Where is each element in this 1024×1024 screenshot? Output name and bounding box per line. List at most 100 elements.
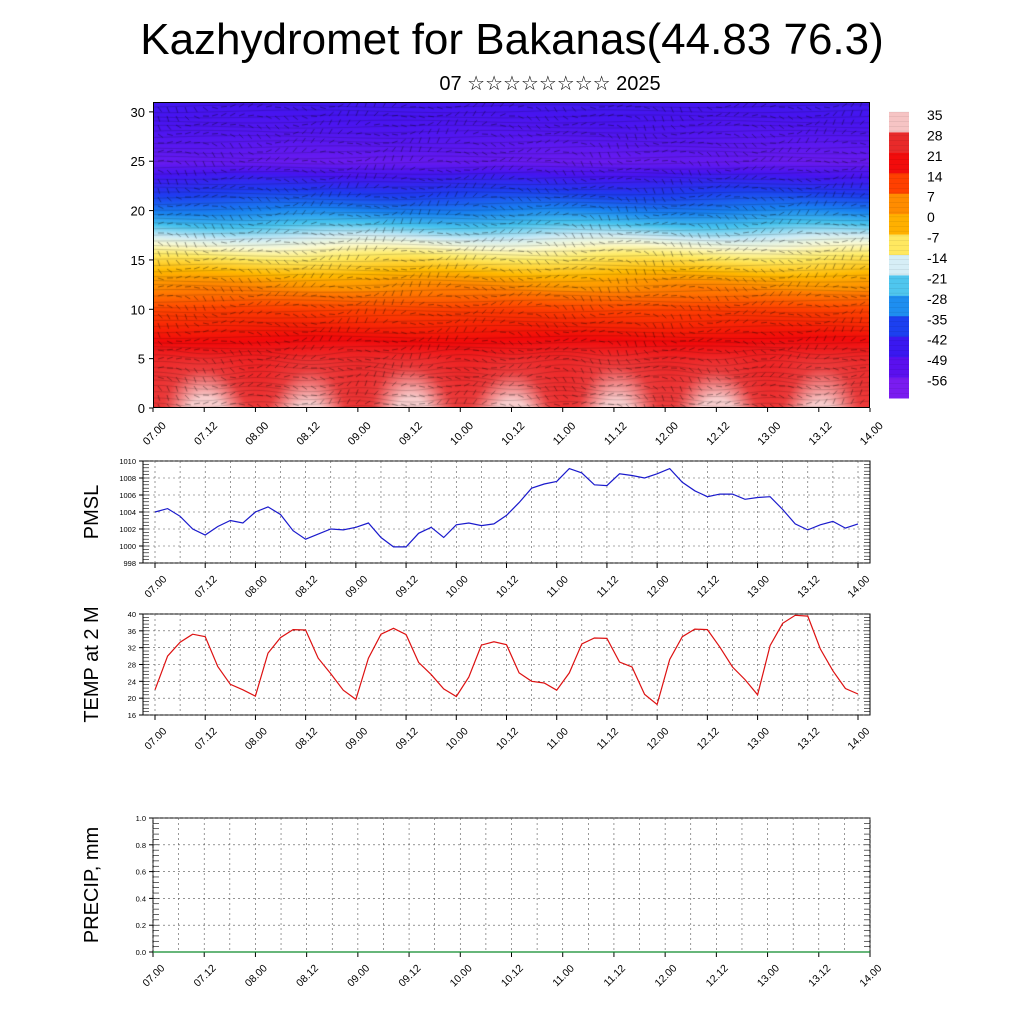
x-tick-label: 09.12 [393,573,420,600]
colorbar-label: -7 [927,230,940,246]
pmsl-ylabel: PMSL [81,485,103,539]
colorbar-label: -14 [927,250,947,266]
x-tick-label: 11.00 [544,726,571,753]
x-tick-label: 08.12 [295,420,323,448]
x-tick-label: 13.00 [745,725,772,752]
colorbar-label: -28 [927,291,947,307]
y-tick-label: 0 [138,401,145,416]
colorbar-swatch [889,377,909,399]
x-tick-label: 09.12 [397,420,425,448]
y-tick-label: 1010 [119,457,136,466]
y-tick-label: 24 [128,677,136,686]
x-tick-label: 07.12 [192,962,219,989]
y-tick-label: 40 [128,610,136,619]
x-tick-label: 13.00 [745,573,772,600]
y-tick-label: 28 [128,661,136,670]
x-tick-label: 11.00 [544,574,571,601]
x-tick-label: 10.00 [448,962,475,989]
colorbar-label: 21 [927,148,943,164]
y-tick-label: 0.8 [136,841,146,850]
y-tick-label: 10 [131,302,145,317]
x-tick-label: 12.00 [653,420,681,448]
colorbar-label: 14 [927,168,943,184]
y-tick-label: 25 [131,154,145,169]
y-tick-label: 16 [128,711,136,720]
x-tick-label: 08.00 [243,962,270,989]
temp2m-ylabel: TEMP at 2 M [81,606,103,722]
colorbar-swatch [889,152,909,174]
x-tick-label: 13.12 [795,725,822,752]
y-tick-label: 20 [128,694,136,703]
x-tick-label: 14.00 [845,725,872,752]
colorbar-label: -42 [927,332,947,348]
colorbar-label: 0 [927,209,935,225]
y-tick-label: 1006 [119,491,136,500]
x-tick-label: 10.00 [444,725,471,752]
y-tick-label: 0.0 [136,948,146,957]
y-tick-label: 1004 [119,508,136,517]
temp2m-panel [139,613,871,720]
colorbar-swatch [889,234,909,256]
x-tick-label: 11.00 [551,420,578,447]
colorbar-label: -21 [927,270,947,286]
x-tick-label: 07.12 [193,725,220,752]
x-tick-label: 10.12 [499,420,527,448]
colorbar-label: 35 [927,107,943,123]
x-tick-label: 12.00 [652,962,679,989]
x-tick-label: 13.00 [755,962,782,989]
colorbar-label: -35 [927,311,947,327]
x-tick-label: 12.12 [704,962,731,989]
chart-subtitle: 07 ☆☆☆☆☆☆☆☆ 2025 [439,73,661,95]
colorbar-swatch [889,132,909,154]
y-tick-label: 0.4 [136,894,146,903]
colorbar-swatch [889,275,909,297]
x-tick-label: 09.00 [343,725,370,752]
x-tick-label: 14.00 [857,962,884,989]
x-tick-label: 11.12 [602,420,629,447]
colorbar-swatch [889,112,909,133]
x-tick-label: 11.12 [602,963,629,990]
x-tick-label: 09.12 [393,725,420,752]
colorbar-swatch [889,214,909,236]
x-tick-label: 14.00 [858,420,886,448]
x-tick-label: 09.00 [343,573,370,600]
x-tick-label: 12.12 [704,420,732,448]
cross-section-panel [153,102,870,408]
x-tick-label: 09.12 [396,962,423,989]
pmsl-series-line [154,467,859,548]
x-tick-label: 10.12 [494,573,521,600]
colorbar-label: 28 [927,127,943,143]
y-tick-label: 36 [128,627,136,636]
x-tick-label: 07.12 [192,420,220,448]
x-tick-label: 13.12 [795,573,822,600]
x-tick-label: 10.12 [494,725,521,752]
chart-title: Kazhydromet for Bakanas(44.83 76.3) [140,15,884,64]
x-tick-label: 11.00 [550,963,577,990]
cross-section-field [154,103,869,407]
x-tick-label: 10.00 [448,420,476,448]
y-tick-label: 20 [131,204,145,219]
x-tick-label: 08.12 [293,573,320,600]
colorbar-label: -49 [927,352,947,368]
y-tick-label: 998 [123,559,136,568]
y-tick-label: 1008 [119,474,136,483]
y-tick-label: 0.2 [136,921,146,930]
x-tick-label: 13.12 [806,962,833,989]
colorbar-swatch [889,193,909,215]
x-tick-label: 07.12 [193,573,220,600]
y-tick-label: 1000 [119,542,136,551]
y-tick-label: 1002 [119,525,136,534]
colorbar-swatch [889,173,909,195]
x-tick-label: 11.12 [595,726,622,753]
colorbar-label: 7 [927,189,935,205]
x-tick-label: 08.12 [293,725,320,752]
x-tick-label: 13.00 [755,420,783,448]
colorbar-swatch [889,316,909,338]
x-tick-label: 07.00 [140,962,167,989]
colorbar-swatch [889,255,909,276]
y-tick-label: 1.0 [136,814,146,823]
x-tick-label: 14.00 [845,573,872,600]
y-tick-label: 30 [131,105,145,120]
temp2m-series-line [154,614,859,706]
